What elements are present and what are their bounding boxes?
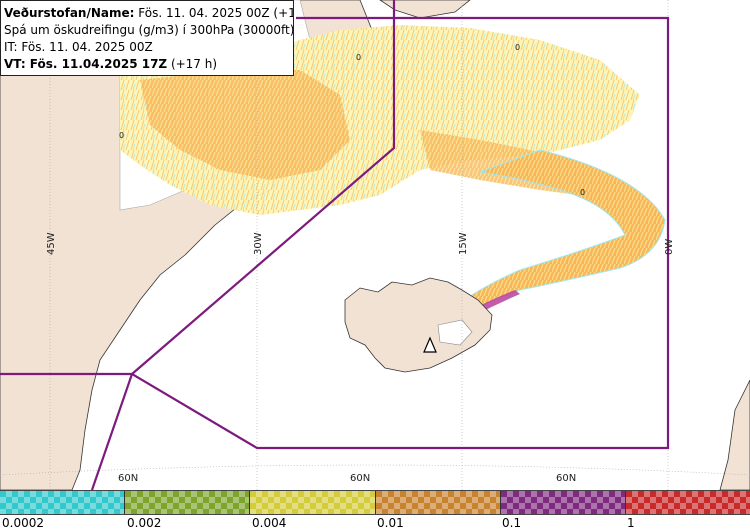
advisory-boundary bbox=[130, 0, 670, 450]
legend-segment bbox=[500, 491, 626, 514]
zero-label-4: 0 bbox=[580, 188, 585, 197]
ash-cloud-north-core bbox=[140, 70, 350, 180]
parallel-label-2: 60N bbox=[350, 473, 370, 484]
header-line-3: IT: Fös. 11. 04. 2025 00Z bbox=[4, 40, 153, 54]
agency-label: Veðurstofan/Name: bbox=[4, 6, 135, 20]
header-line-2: Spá um öskudreifingu (g/m3) í 300hPa (30… bbox=[4, 23, 294, 37]
agency-value: Fös. 11. 04. 2025 00Z (+17 h) bbox=[138, 6, 293, 20]
header-line-4: VT: Fös. 11.04.2025 17Z (+17 h) bbox=[4, 56, 290, 73]
scandinavia bbox=[719, 379, 750, 490]
color-legend: 0.0002 0.002 0.004 0.01 0.1 1 bbox=[0, 490, 750, 532]
legend-tick-label: 0.0002 bbox=[2, 516, 44, 530]
legend-segment bbox=[250, 491, 376, 514]
legend-tick-label: 0.01 bbox=[377, 516, 404, 530]
zero-label-3: 0 bbox=[119, 131, 124, 140]
boundary-segment-west bbox=[0, 372, 134, 490]
iceland bbox=[344, 277, 493, 373]
zero-label-1: 0 bbox=[356, 53, 361, 62]
legend-segment bbox=[0, 491, 126, 514]
parallel-label-3: 60N bbox=[556, 473, 576, 484]
ash-dispersion-map: 45W 30W 15W 0W 60N 60N 60N 0 0 0 0 bbox=[0, 0, 750, 490]
legend-bar bbox=[0, 490, 750, 515]
valid-time-value: (+17 h) bbox=[167, 57, 218, 71]
meridian-label-30w: 30W bbox=[253, 232, 264, 255]
legend-tick-label: 1 bbox=[627, 516, 635, 530]
header-line-1: Veðurstofan/Name: Fös. 11. 04. 2025 00Z … bbox=[4, 5, 293, 22]
meridian-label-15w: 15W bbox=[458, 232, 469, 255]
meridian-label-45w: 45W bbox=[46, 232, 57, 255]
legend-tick-label: 0.002 bbox=[127, 516, 162, 530]
parallel-label-1: 60N bbox=[118, 473, 138, 484]
valid-time-label: VT: Fös. 11.04.2025 17Z bbox=[4, 57, 168, 71]
forecast-info-box: Veðurstofan/Name: Fös. 11. 04. 2025 00Z … bbox=[0, 0, 294, 76]
legend-segment bbox=[375, 491, 501, 514]
zero-label-2: 0 bbox=[515, 43, 520, 52]
meridian-label-0w: 0W bbox=[664, 239, 675, 255]
volcano-marker-icon bbox=[423, 336, 437, 353]
legend-segment bbox=[125, 491, 251, 514]
svalbard bbox=[379, 0, 471, 19]
legend-tick-label: 0.1 bbox=[502, 516, 522, 530]
legend-segment bbox=[625, 491, 750, 514]
vatnajokull bbox=[437, 319, 473, 346]
legend-tick-label: 0.004 bbox=[252, 516, 287, 530]
